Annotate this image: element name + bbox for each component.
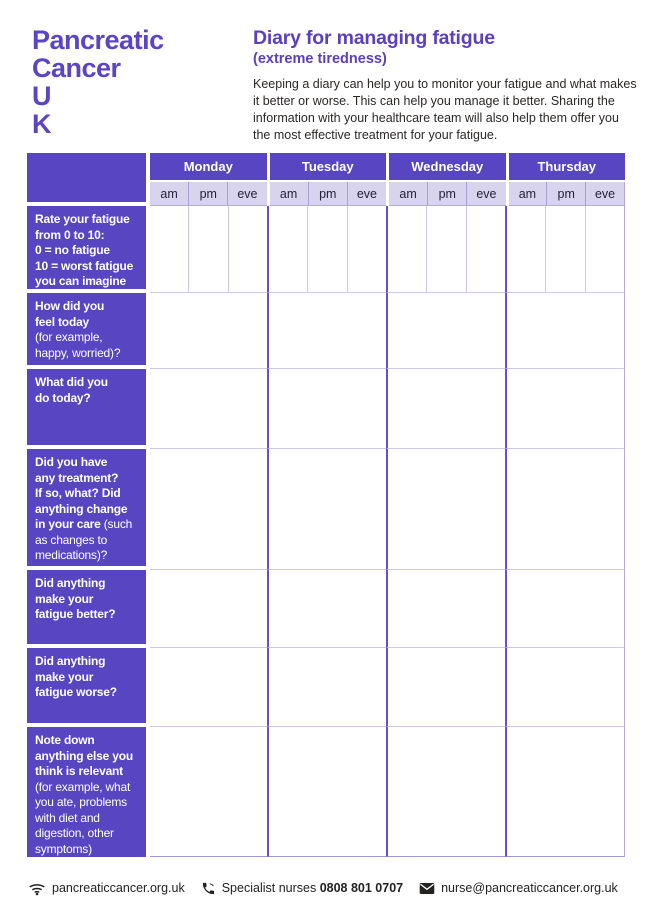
page-title: Diary for managing fatigue <box>253 27 495 49</box>
table-corner-cell <box>27 153 150 206</box>
row-label-what-did-you-do: What did you do today? <box>27 369 150 449</box>
header: Diary for managing fatigue (extreme tire… <box>253 27 639 144</box>
phone-icon <box>202 882 214 894</box>
table-row: How did you feel today (for example, hap… <box>27 293 625 369</box>
period-header-am: am <box>279 186 298 201</box>
period-header-pm: pm <box>427 182 466 205</box>
diary-cell-thursday <box>505 206 625 293</box>
period-header-am: am <box>518 186 537 201</box>
diary-cell-pm <box>426 206 465 292</box>
diary-cell-tuesday <box>267 206 386 293</box>
diary-cell-tuesday <box>267 293 386 369</box>
period-header-eve: eve <box>466 182 505 205</box>
table-row: Did you have any treatment? If so, what?… <box>27 449 625 570</box>
diary-cell-am <box>150 206 188 292</box>
period-header-eve: eve <box>585 182 624 205</box>
fatigue-diary-table: Monday am pm eve Tuesday am pm eve <box>27 153 625 857</box>
day-header: Thursday <box>508 153 625 180</box>
diary-cell-thursday <box>505 449 625 570</box>
table-header-row: Monday am pm eve Tuesday am pm eve <box>27 153 625 206</box>
day-header: Wednesday <box>389 153 506 180</box>
diary-cell-eve <box>346 206 386 292</box>
diary-cell-tuesday <box>267 648 386 727</box>
phone-number: 0808 801 0707 <box>319 881 404 895</box>
diary-cell-thursday <box>505 648 625 727</box>
diary-cell-pm <box>307 206 346 292</box>
period-header-am: am <box>399 186 417 201</box>
period-header-pm: pm <box>307 182 347 205</box>
diary-cell-eve <box>584 206 624 292</box>
day-header: Monday <box>150 153 267 180</box>
day-column-thursday: Thursday am pm eve <box>505 153 625 206</box>
diary-cell-monday <box>150 369 267 449</box>
diary-cell-eve <box>227 206 267 292</box>
diary-cell-am <box>388 206 426 292</box>
diary-cell-am <box>269 206 307 292</box>
website-item: pancreaticcancer.org.uk <box>28 880 185 896</box>
period-header-pm: pm <box>188 182 227 205</box>
diary-cell-wednesday <box>386 449 505 570</box>
phone-item: Specialist nurses 0808 801 0707 <box>201 881 403 896</box>
table-row: Did anything make your fatigue worse? <box>27 648 625 727</box>
row-label-anything-else: Note down anything else you think is rel… <box>27 727 150 857</box>
table-row: Rate your fatigue from 0 to 10: 0 = no f… <box>27 206 625 293</box>
table-row: Note down anything else you think is rel… <box>27 727 625 857</box>
envelope-icon <box>419 882 435 894</box>
row-label-rate-fatigue: Rate your fatigue from 0 to 10: 0 = no f… <box>27 206 150 293</box>
diary-cell-tuesday <box>267 727 386 857</box>
diary-cell-thursday <box>505 727 625 857</box>
diary-cell-monday <box>150 727 267 857</box>
diary-cell-monday <box>150 293 267 369</box>
intro-text: Keeping a diary can help you to monitor … <box>253 77 637 142</box>
diary-cell-wednesday <box>386 570 505 648</box>
diary-cell-tuesday <box>267 449 386 570</box>
period-header-eve: eve <box>346 182 386 205</box>
email-item: nurse@pancreaticcancer.org.uk <box>419 881 618 895</box>
row-label-treatment: Did you have any treatment? If so, what?… <box>27 449 150 570</box>
diary-cell-monday <box>150 206 267 293</box>
contact-footer: pancreaticcancer.org.uk Specialist nurse… <box>28 880 618 896</box>
row-label-fatigue-worse: Did anything make your fatigue worse? <box>27 648 150 727</box>
table-row: What did you do today? <box>27 369 625 449</box>
period-header-am: am <box>160 186 178 201</box>
day-header: Tuesday <box>269 153 386 180</box>
wifi-icon <box>29 884 45 896</box>
period-header-eve: eve <box>227 182 266 205</box>
diary-cell-am <box>507 206 545 292</box>
row-label-fatigue-better: Did anything make your fatigue better? <box>27 570 150 648</box>
email-link[interactable]: nurse@pancreaticcancer.org.uk <box>441 881 618 895</box>
period-header-pm: pm <box>546 182 585 205</box>
diary-cell-pm <box>545 206 584 292</box>
diary-cell-tuesday <box>267 369 386 449</box>
page-subtitle: (extreme tiredness) <box>253 51 387 67</box>
table-row: Did anything make your fatigue better? <box>27 570 625 648</box>
diary-cell-wednesday <box>386 206 505 293</box>
day-column-monday: Monday am pm eve <box>150 153 267 206</box>
diary-cell-thursday <box>505 369 625 449</box>
pancreatic-cancer-uk-logo: Pancreatic Cancer U K <box>32 25 164 139</box>
diary-cell-thursday <box>505 293 625 369</box>
diary-cell-wednesday <box>386 727 505 857</box>
diary-cell-thursday <box>505 570 625 648</box>
website-link[interactable]: pancreaticcancer.org.uk <box>52 881 185 895</box>
day-column-wednesday: Wednesday am pm eve <box>386 153 506 206</box>
diary-cell-wednesday <box>386 369 505 449</box>
phone-text: Specialist nurses 0808 801 0707 <box>221 881 404 895</box>
diary-cell-wednesday <box>386 293 505 369</box>
row-label-how-did-you-feel: How did you feel today (for example, hap… <box>27 293 150 369</box>
day-column-tuesday: Tuesday am pm eve <box>266 153 386 206</box>
diary-cell-wednesday <box>386 648 505 727</box>
diary-cell-eve <box>465 206 505 292</box>
diary-cell-tuesday <box>267 570 386 648</box>
diary-cell-monday <box>150 570 267 648</box>
diary-cell-pm <box>188 206 227 292</box>
diary-cell-monday <box>150 648 267 727</box>
diary-cell-monday <box>150 449 267 570</box>
